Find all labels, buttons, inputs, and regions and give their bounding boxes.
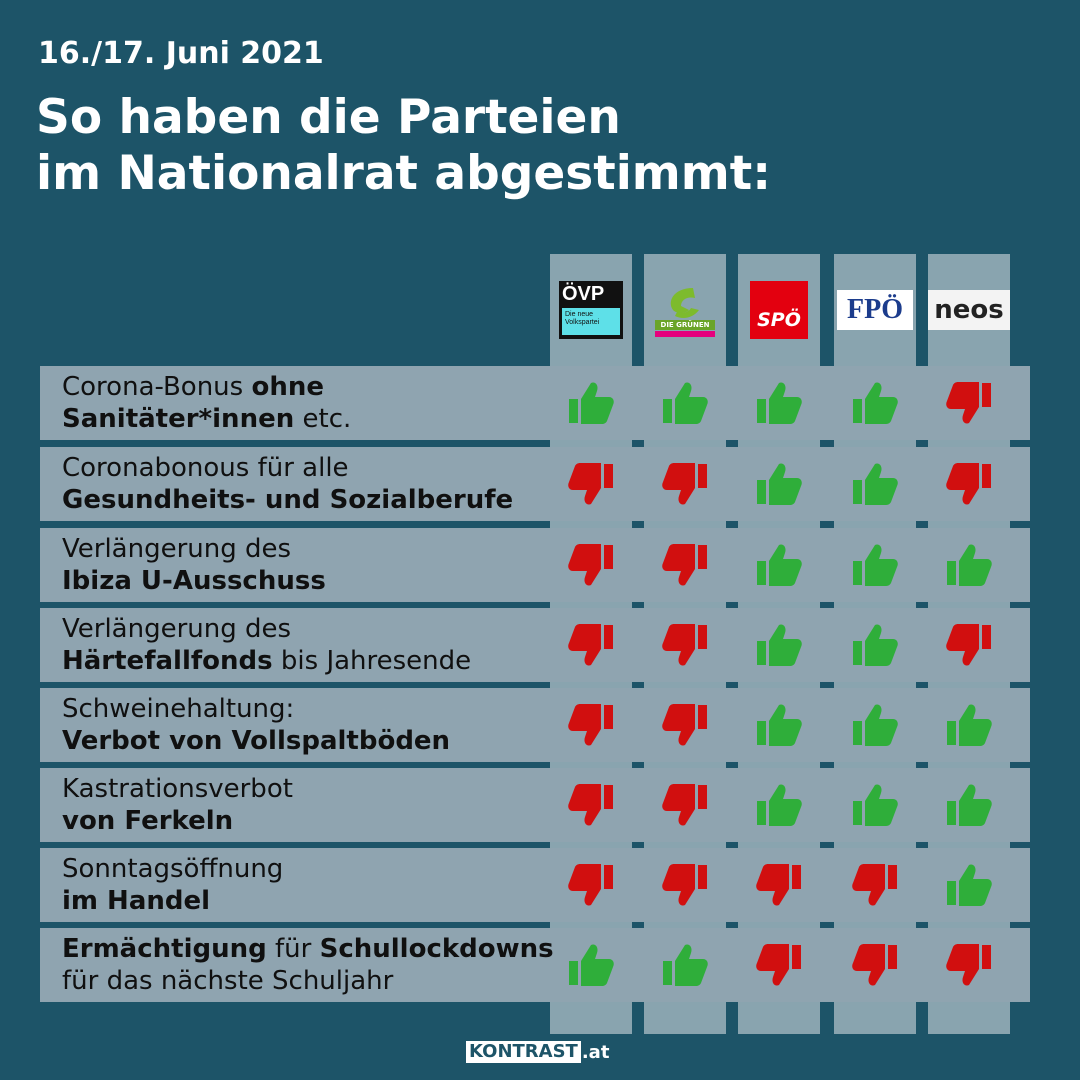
- thumbs-up-icon: [755, 783, 803, 827]
- motion-label-line: Verbot von Vollspaltböden: [62, 726, 451, 756]
- thumbs-down-icon: [851, 943, 899, 987]
- motion-label: Verlängerung des Ibiza U-Ausschuss: [62, 533, 552, 597]
- thumbs-up-icon: [945, 783, 993, 827]
- motion-label-line: Corona-Bonus ohne: [62, 372, 324, 402]
- motion-label-line: Sanitäter*innen etc.: [62, 404, 352, 434]
- motion-label: Corona-Bonus ohne Sanitäter*innen etc.: [62, 371, 552, 435]
- title-line-2: im Nationalrat abgestimmt:: [36, 146, 772, 202]
- fpoe-logo: FPÖ: [834, 272, 916, 348]
- thumbs-up-icon: [661, 381, 709, 425]
- thumbs-up-icon: [661, 943, 709, 987]
- neos-logo: neos: [928, 272, 1010, 348]
- thumbs-down-icon: [755, 863, 803, 907]
- motion-label-line: Verlängerung des: [62, 614, 292, 644]
- title-line-1: So haben die Parteien: [36, 90, 621, 145]
- thumbs-down-icon: [945, 462, 993, 506]
- motion-label: Verlängerung des Härtefallfonds bis Jahre…: [62, 613, 552, 677]
- thumbs-up-icon: [755, 462, 803, 506]
- thumbs-down-icon: [567, 623, 615, 667]
- thumbs-down-icon: [567, 863, 615, 907]
- thumbs-down-icon: [661, 703, 709, 747]
- thumbs-down-icon: [567, 703, 615, 747]
- thumbs-up-icon: [851, 623, 899, 667]
- thumbs-up-icon: [567, 943, 615, 987]
- motion-label-line: Kastrationsverbot: [62, 774, 293, 804]
- thumbs-down-icon: [755, 943, 803, 987]
- thumbs-up-icon: [851, 543, 899, 587]
- thumbs-down-icon: [661, 462, 709, 506]
- date: 16./17. Juni 2021: [38, 36, 324, 71]
- thumbs-down-icon: [851, 863, 899, 907]
- motion-label-line: für das nächste Schuljahr: [62, 966, 394, 996]
- motion-label: Coronabonous für alle Gesundheits- und So…: [62, 452, 552, 516]
- thumbs-down-icon: [945, 381, 993, 425]
- thumbs-down-icon: [567, 783, 615, 827]
- motion-label: Sonntagsöffnung im Handel: [62, 853, 552, 917]
- gruene-logo: DIE GRÜNEN: [644, 272, 726, 348]
- thumbs-up-icon: [945, 703, 993, 747]
- motion-label-line: Sonntagsöffnung: [62, 854, 284, 884]
- thumbs-down-icon: [567, 543, 615, 587]
- thumbs-up-icon: [755, 381, 803, 425]
- motion-label: Ermächtigung für Schullockdowns für das n…: [62, 933, 554, 997]
- thumbs-up-icon: [851, 703, 899, 747]
- thumbs-up-icon: [755, 543, 803, 587]
- brand-suffix: .at: [581, 1041, 610, 1063]
- thumbs-up-icon: [851, 462, 899, 506]
- motion-label-line: Coronabonous für alle: [62, 453, 349, 483]
- spoe-logo: SPÖ: [738, 272, 820, 348]
- motion-label-line: im Handel: [62, 886, 211, 916]
- motion-label: Kastrationsverbot von Ferkeln: [62, 773, 552, 837]
- footer-brand: KONTRAST .at: [466, 1040, 609, 1064]
- thumbs-down-icon: [661, 783, 709, 827]
- thumbs-down-icon: [661, 623, 709, 667]
- thumbs-up-icon: [851, 783, 899, 827]
- thumbs-up-icon: [755, 703, 803, 747]
- motion-label-line: Härtefallfonds bis Jahresende: [62, 646, 472, 676]
- motion-label: Schweinehaltung: Verbot von Vollspaltböde…: [62, 693, 552, 757]
- thumbs-up-icon: [945, 863, 993, 907]
- motion-label-line: Schweinehaltung:: [62, 694, 295, 724]
- motion-label-line: Gesundheits- und Sozialberufe: [62, 485, 514, 515]
- thumbs-up-icon: [851, 381, 899, 425]
- thumbs-up-icon: [945, 543, 993, 587]
- motion-label-line: Ibiza U-Ausschuss: [62, 566, 326, 596]
- thumbs-down-icon: [945, 623, 993, 667]
- thumbs-up-icon: [755, 623, 803, 667]
- thumbs-down-icon: [945, 943, 993, 987]
- thumbs-down-icon: [567, 462, 615, 506]
- brand-name: KONTRAST: [466, 1041, 581, 1063]
- thumbs-up-icon: [567, 381, 615, 425]
- page-title: So haben die Parteien im Nationalrat abg…: [36, 90, 1036, 203]
- motion-label-line: Verlängerung des: [62, 534, 292, 564]
- motion-label-line: von Ferkeln: [62, 806, 234, 836]
- thumbs-down-icon: [661, 863, 709, 907]
- oevp-logo: ÖVP Die neue Volkspartei: [550, 272, 632, 348]
- thumbs-down-icon: [661, 543, 709, 587]
- motion-label-line: Ermächtigung für Schullockdowns: [62, 934, 554, 964]
